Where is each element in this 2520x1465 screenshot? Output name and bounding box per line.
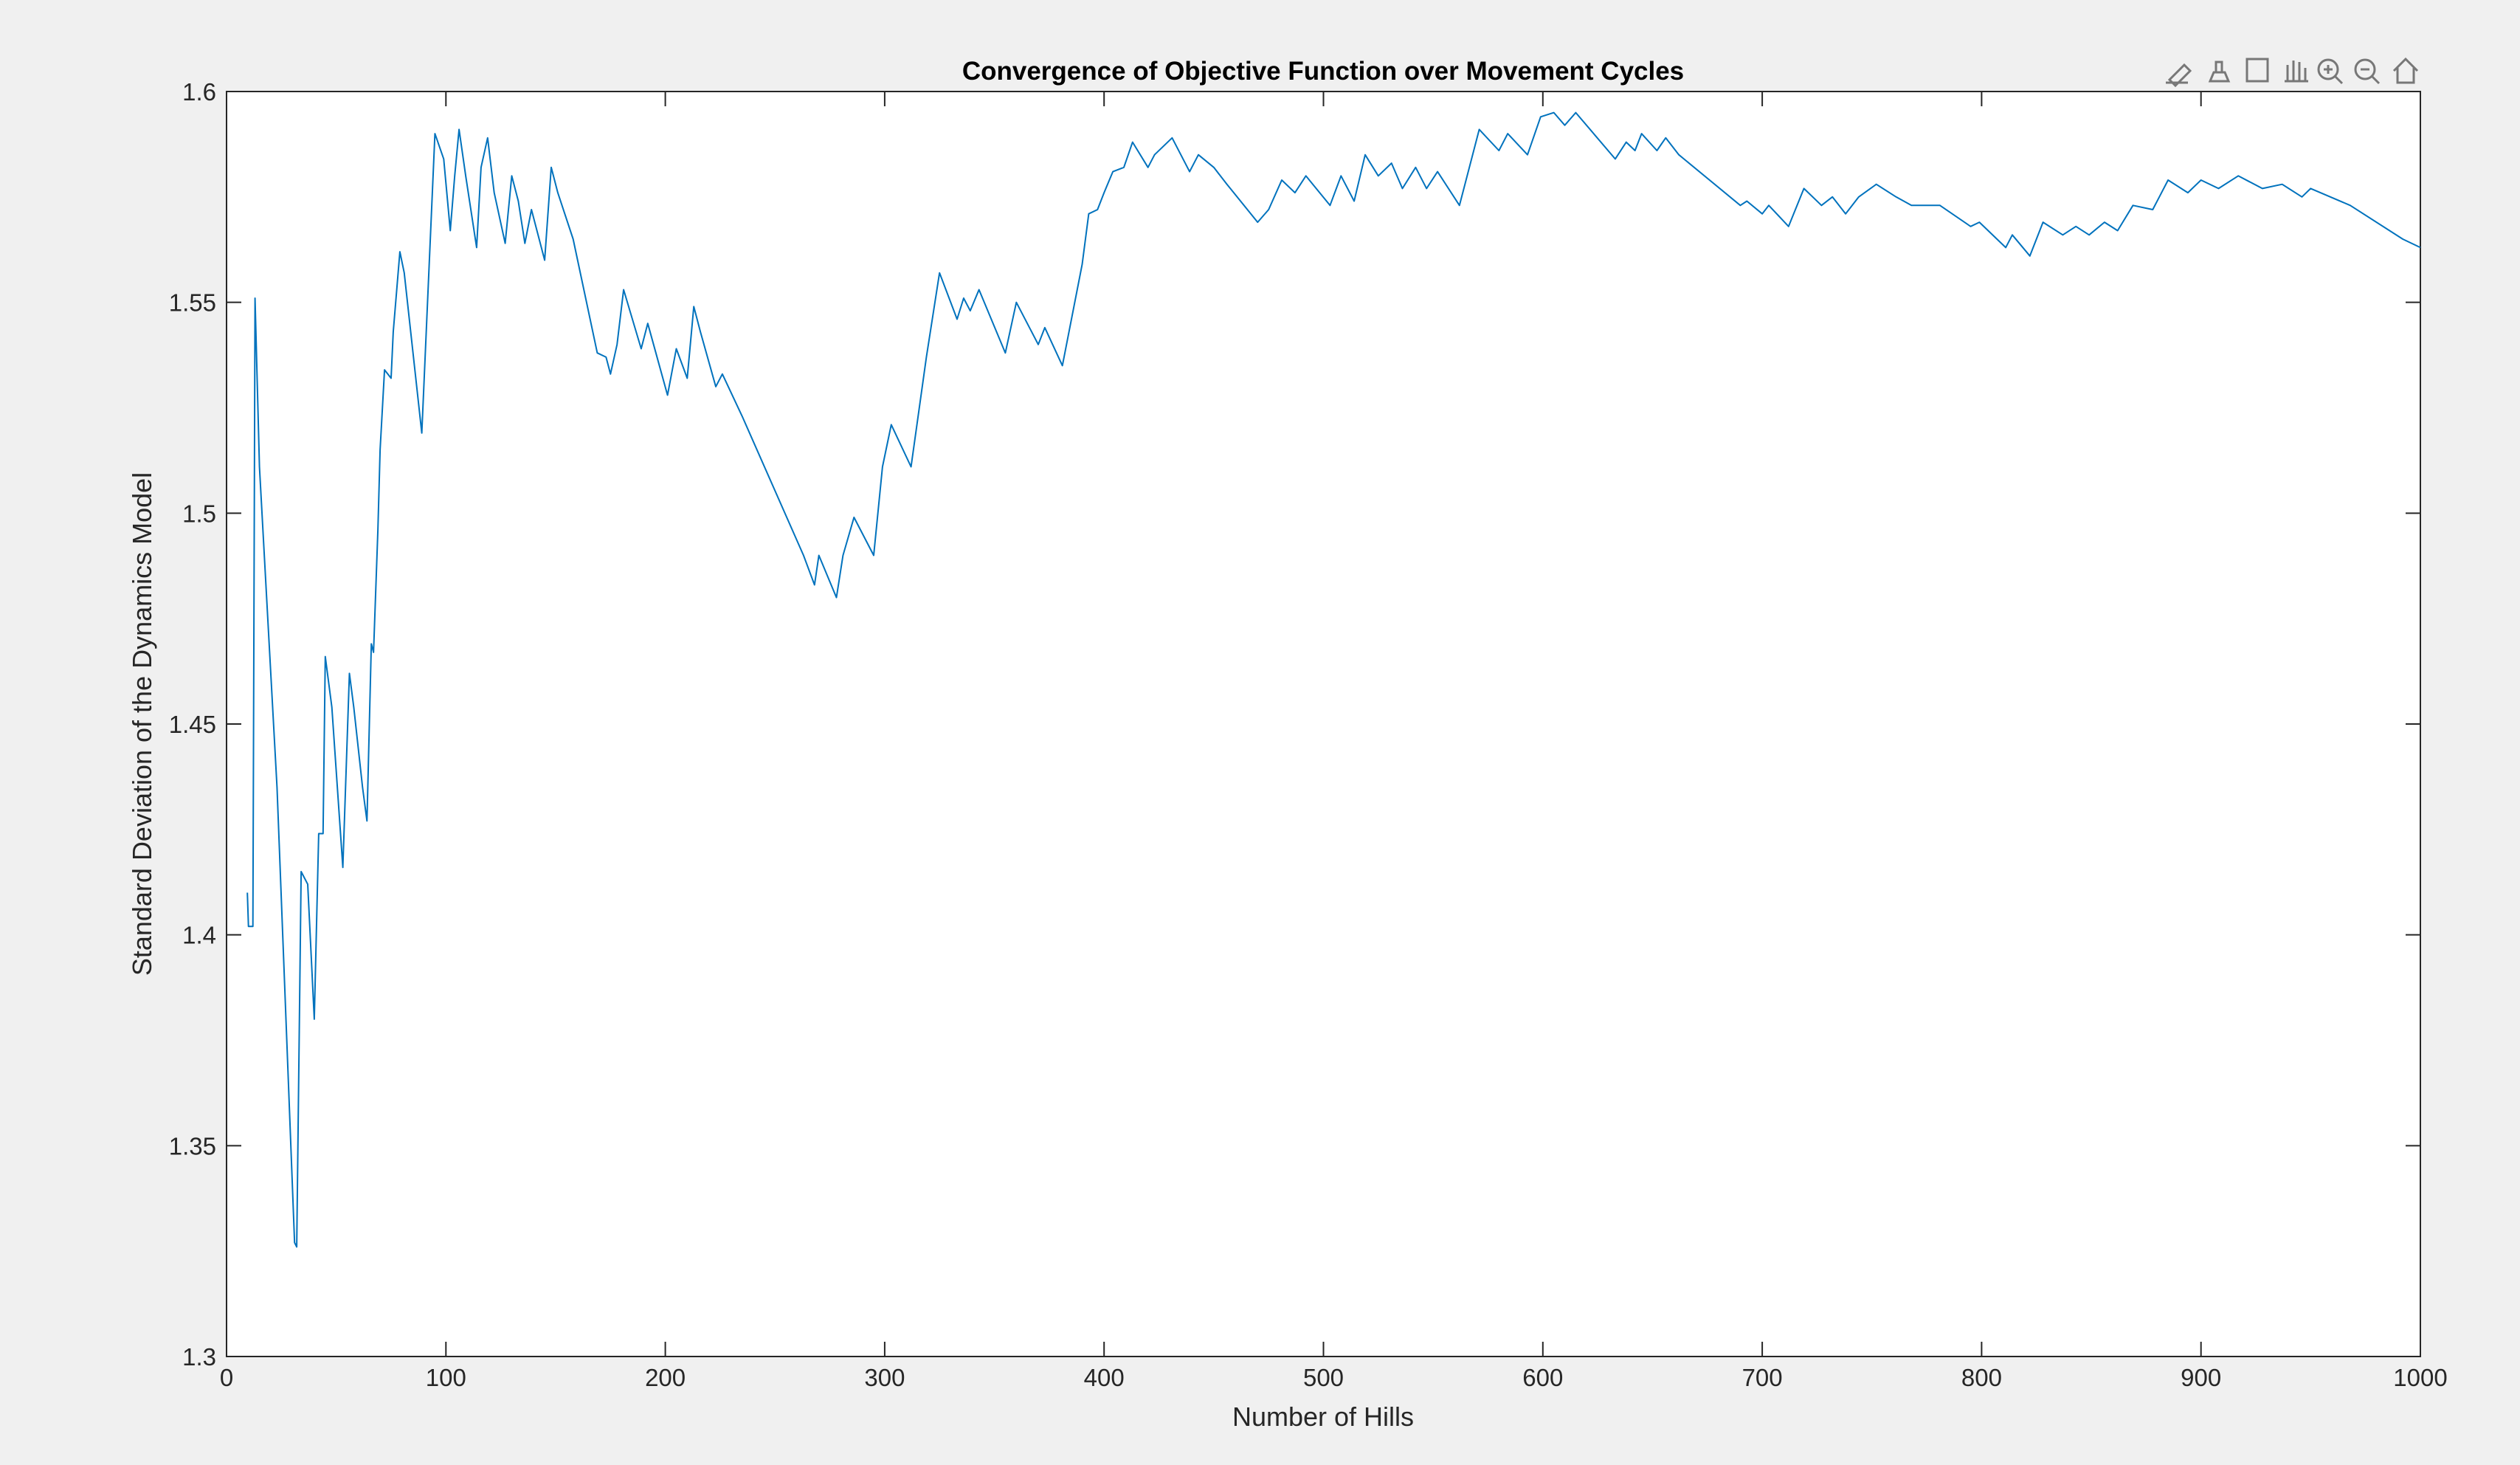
x-tick-label: 1000 (2393, 1364, 2447, 1391)
x-tick-label: 0 (220, 1364, 233, 1391)
x-axis-label: Number of Hills (1232, 1402, 1414, 1432)
x-tick-label: 400 (1084, 1364, 1125, 1391)
axes-toolbar[interactable] (2166, 57, 2419, 88)
toolbar-datatip[interactable] (2208, 61, 2231, 83)
y-tick-label: 1.45 (169, 711, 216, 738)
x-tick-label: 300 (864, 1364, 905, 1391)
x-tick-label: 700 (1742, 1364, 1783, 1391)
y-axis-label: Standard Deviation of the Dynamics Model (127, 472, 157, 976)
y-tick-label: 1.3 (182, 1343, 216, 1371)
x-tick-label: 100 (426, 1364, 466, 1391)
x-tick-label: 900 (2181, 1364, 2221, 1391)
toolbar-home[interactable] (2392, 57, 2419, 84)
toolbar-zoom-in[interactable] (2317, 58, 2339, 80)
y-tick-label: 1.55 (169, 289, 216, 317)
toolbar-pan[interactable] (2285, 61, 2308, 83)
y-tick-label: 1.35 (169, 1132, 216, 1159)
x-tick-label: 200 (645, 1364, 686, 1391)
y-tick-label: 1.5 (182, 500, 216, 527)
axes-box (226, 91, 2421, 1357)
y-tick-label: 1.6 (182, 78, 216, 106)
x-tick-label: 600 (1522, 1364, 1563, 1391)
toolbar-brush[interactable] (2166, 63, 2192, 88)
toolbar-legend[interactable] (2245, 58, 2269, 83)
x-tick-label: 500 (1303, 1364, 1344, 1391)
chart-title: Convergence of Objective Function over M… (962, 57, 1684, 86)
data-line (246, 111, 2421, 1248)
y-tick-label: 1.4 (182, 922, 216, 949)
x-tick-label: 800 (1961, 1364, 2002, 1391)
toolbar-zoom-out[interactable] (2354, 58, 2376, 80)
